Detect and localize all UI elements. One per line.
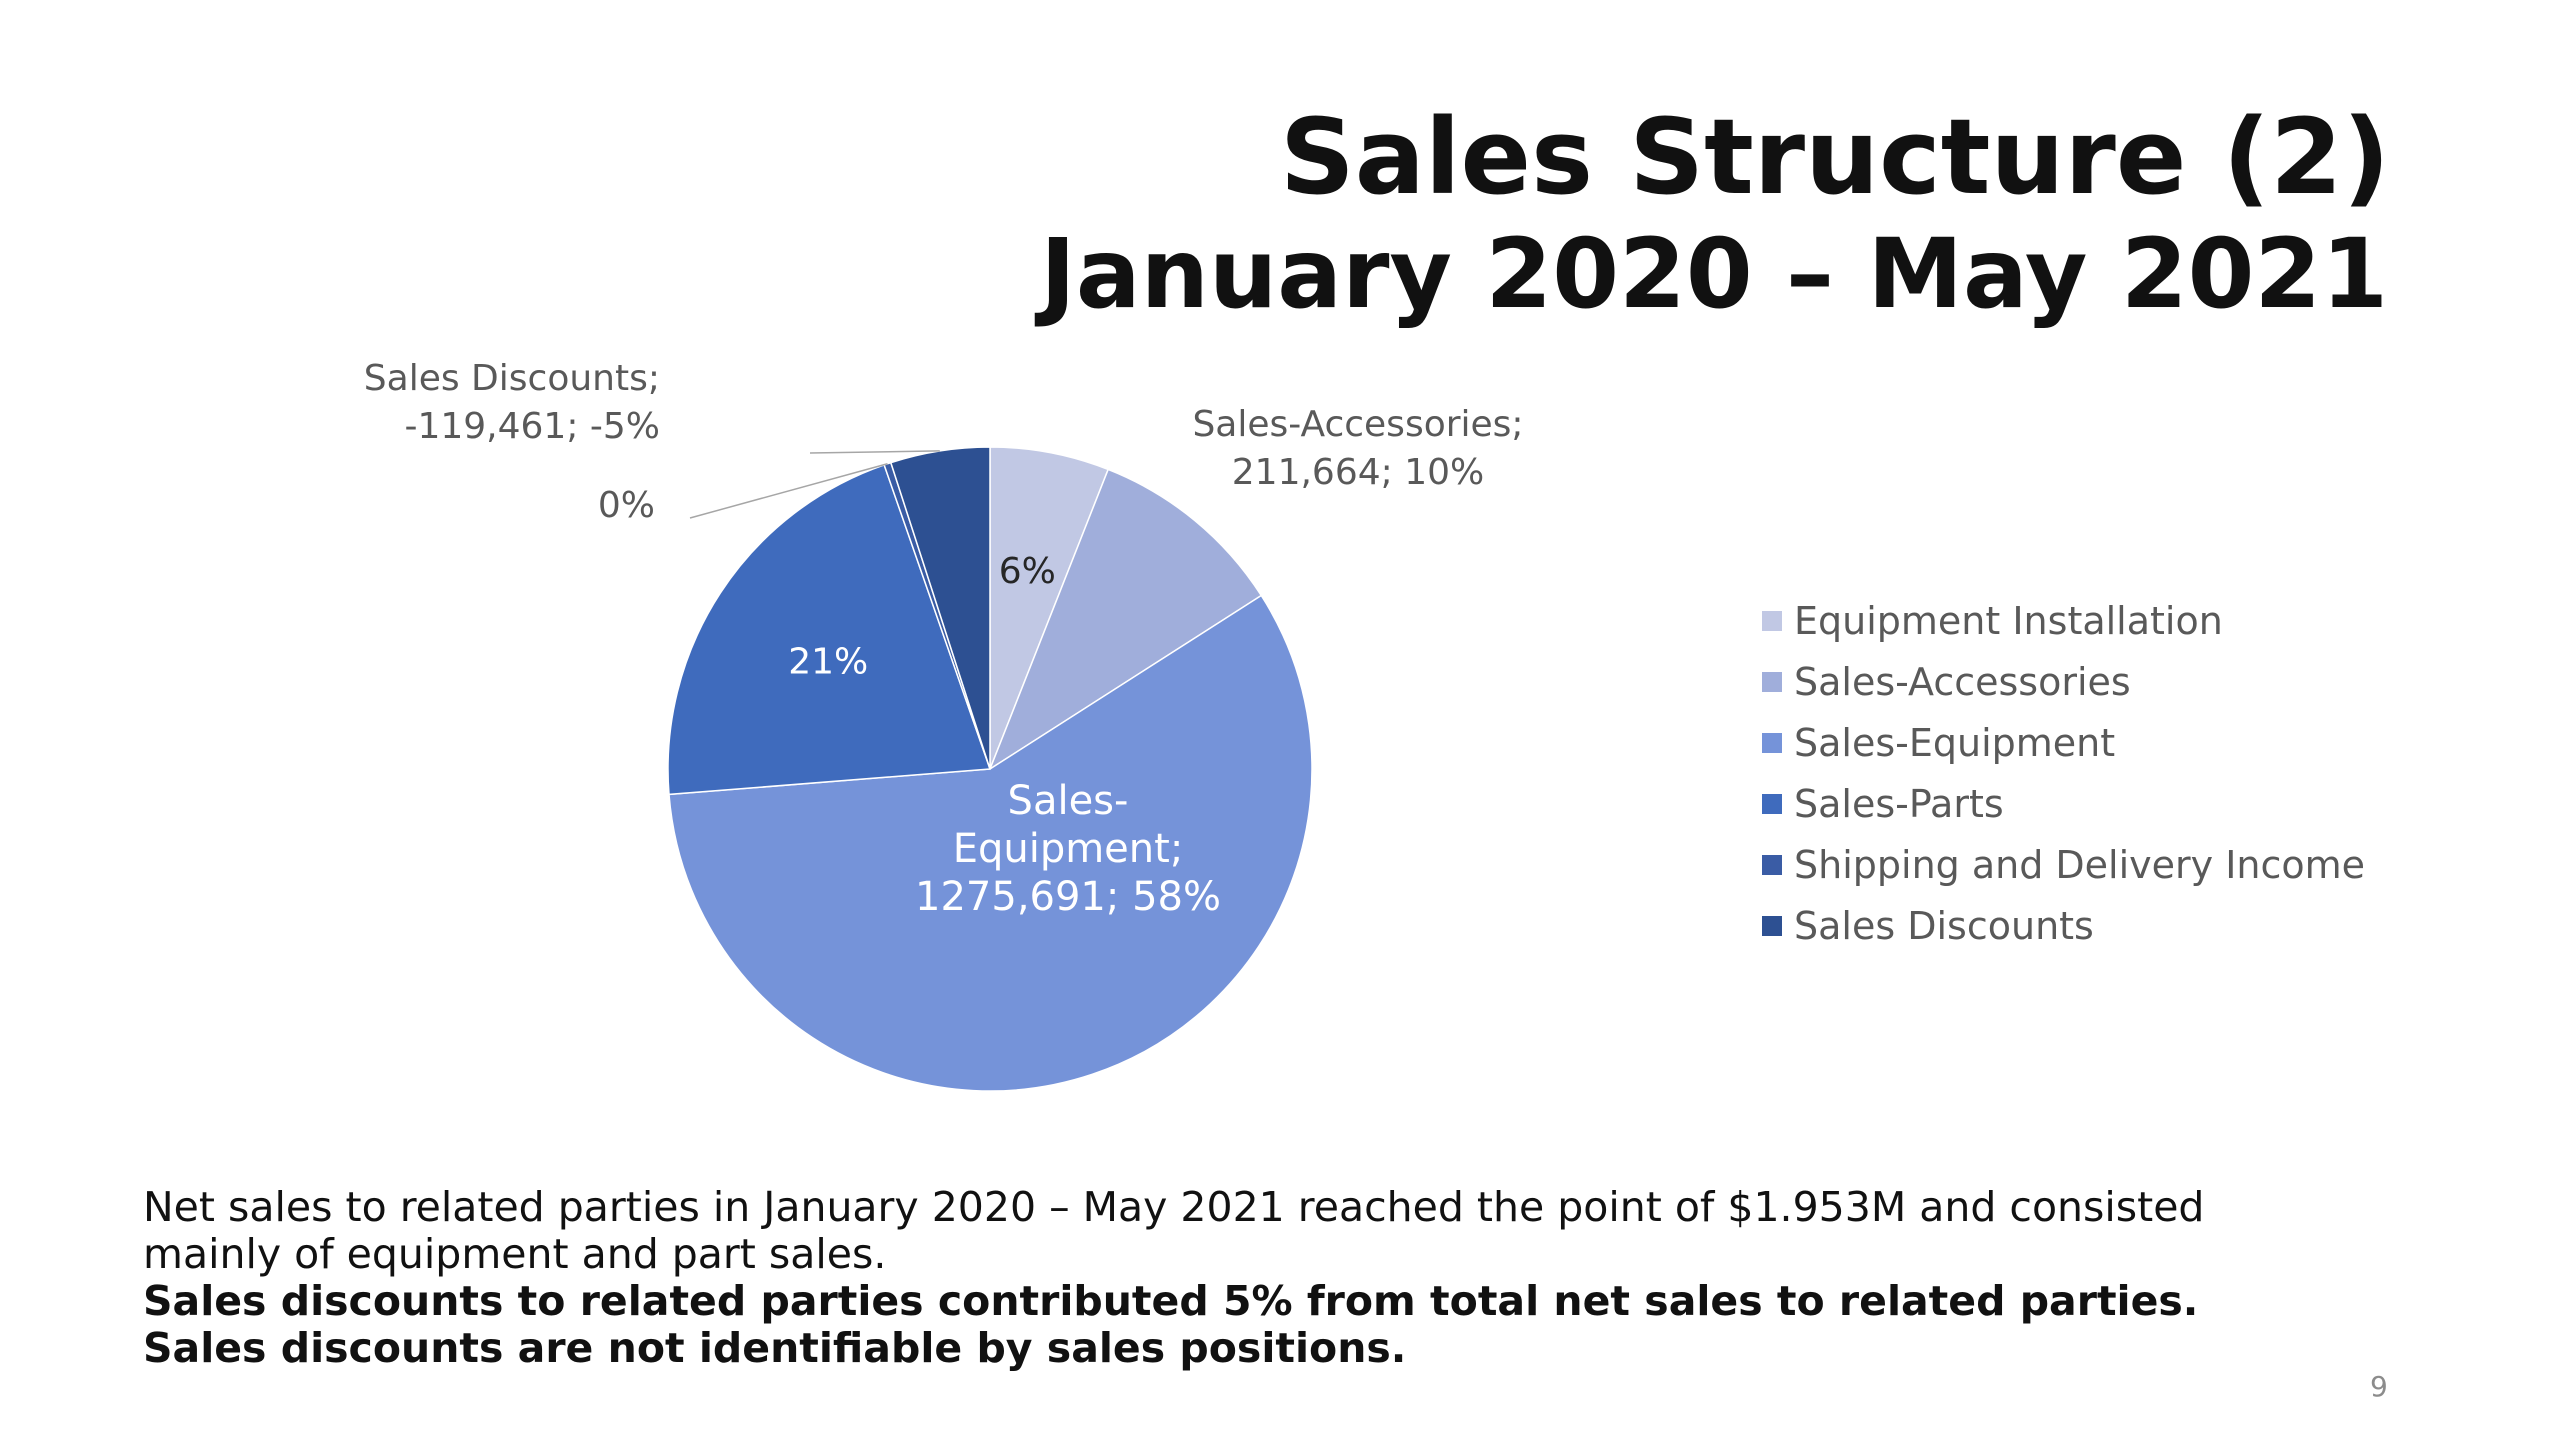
- body-line-4: Sales discounts are not identifiable by …: [143, 1324, 1407, 1372]
- legend-label: Sales Discounts: [1794, 903, 2094, 948]
- pie-slice-sales-equipment: [668, 594, 1313, 1092]
- body-text: Net sales to related parties in January …: [143, 1184, 2443, 1372]
- chart-legend: Equipment Installation Sales-Accessories S…: [1762, 590, 2365, 956]
- data-label-sales-parts: 21%: [788, 641, 868, 682]
- legend-label: Shipping and Delivery Income: [1794, 842, 2366, 887]
- legend-label: Sales-Parts: [1794, 781, 2004, 826]
- legend-swatch: [1762, 610, 1782, 631]
- body-line-3: Sales discounts to related parties contr…: [143, 1277, 2199, 1325]
- page-number: 9: [2370, 1370, 2388, 1403]
- legend-label: Equipment Installation: [1794, 598, 2223, 643]
- data-label-sales-accessories: Sales-Accessories; 211,664; 10%: [1192, 404, 1523, 493]
- slide-title: Sales Structure (2): [1279, 96, 2390, 218]
- legend-label: Sales-Equipment: [1794, 720, 2116, 765]
- pie-slice-sales-accessories: [988, 468, 1263, 771]
- slide-subtitle: January 2020 – May 2021: [1040, 218, 2388, 330]
- legend-swatch: [1762, 915, 1782, 936]
- pie-slice-equipment-installation: [989, 446, 1110, 770]
- body-line-2: mainly of equipment and part sales.: [143, 1230, 887, 1278]
- pie-slice-sales-discounts: [889, 446, 991, 770]
- data-label-sales-equipment: Sales-Equipment; 1275,691; 58%: [915, 778, 1221, 920]
- legend-swatch: [1762, 854, 1782, 875]
- legend-item-sales-parts: Sales-Parts: [1762, 773, 2365, 834]
- legend-item-equipment-installation: Equipment Installation: [1762, 590, 2365, 651]
- legend-swatch: [1762, 671, 1782, 692]
- data-label-equipment-installation: 6%: [999, 551, 1056, 592]
- legend-item-sales-discounts: Sales Discounts: [1762, 895, 2365, 956]
- leader-line-sales-discounts: [809, 450, 940, 454]
- body-line-1: Net sales to related parties in January …: [143, 1183, 2205, 1231]
- legend-item-sales-accessories: Sales-Accessories: [1762, 651, 2365, 712]
- leader-line-shipping-and-delivery-income: [689, 463, 888, 519]
- legend-swatch: [1762, 732, 1782, 753]
- legend-swatch: [1762, 793, 1782, 814]
- legend-item-sales-equipment: Sales-Equipment: [1762, 712, 2365, 773]
- legend-label: Sales-Accessories: [1794, 659, 2131, 704]
- legend-item-shipping-and-delivery-income: Shipping and Delivery Income: [1762, 834, 2365, 895]
- pie-slice-sales-parts: [667, 463, 992, 796]
- data-label-shipping-and-delivery-income: 0%: [598, 485, 655, 526]
- data-label-sales-discounts: Sales Discounts; -119,461; -5%: [364, 358, 660, 447]
